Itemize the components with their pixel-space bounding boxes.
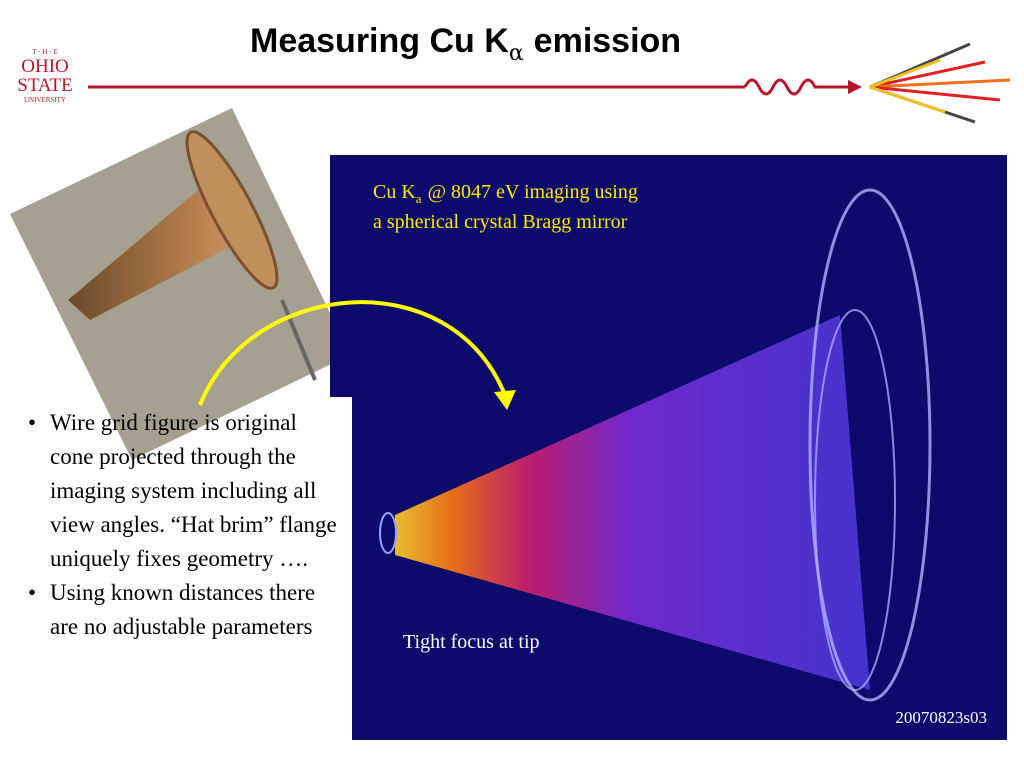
bullets: Wire grid figure is original cone projec… (28, 406, 346, 644)
annotation: Tight focus at tip (403, 631, 540, 653)
arrowhead (848, 80, 862, 94)
image-id: 20070823s03 (895, 708, 987, 727)
bullet: Wire grid figure is original cone projec… (28, 406, 346, 576)
title: Measuring Cu Kα emission (250, 22, 681, 66)
bullet-list: Wire grid figure is original cone projec… (28, 406, 346, 644)
logo-the: T · H · E (32, 48, 57, 56)
pointer-arrowhead (494, 390, 516, 410)
bullet: Using known distances there are no adjus… (28, 576, 346, 644)
caption-prefix: Cu K (373, 181, 416, 203)
burst (869, 42, 1011, 124)
logo-line: UNIVERSITY (24, 96, 66, 104)
cone-photo (10, 108, 350, 460)
image-caption: a spherical crystal Bragg mirror (373, 211, 628, 233)
logo-line: STATE (17, 75, 72, 96)
pointer-arrow (198, 300, 507, 406)
caption-suffix: @ 8047 eV imaging using (428, 181, 638, 203)
title-subscript: α (509, 41, 524, 66)
logo: T · H · E OHIO STATE UNIVERSITY (17, 48, 72, 104)
xray-image (330, 155, 1007, 740)
image-caption: Cu Ka @ 8047 eV imaging using (373, 181, 638, 206)
title-main: Measuring Cu K (250, 22, 509, 60)
title-suffix: emission (534, 22, 681, 60)
logo-line: OHIO (21, 56, 69, 77)
caption-subscript: a (416, 191, 422, 206)
wave (743, 78, 855, 96)
